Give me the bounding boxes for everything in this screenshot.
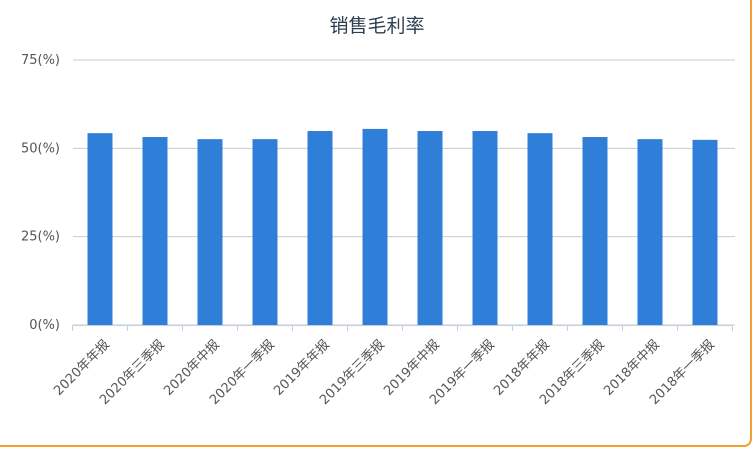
bar xyxy=(87,133,113,325)
bar xyxy=(692,139,718,325)
y-tick-label: 25(%) xyxy=(21,230,60,245)
y-tick-label: 50(%) xyxy=(21,141,60,156)
bar xyxy=(362,128,388,325)
bar xyxy=(637,139,663,325)
bar xyxy=(472,131,498,325)
bar xyxy=(582,137,608,325)
y-tick-label: 75(%) xyxy=(21,53,60,68)
bar xyxy=(197,139,223,325)
chart-title: 销售毛利率 xyxy=(329,15,424,37)
bar xyxy=(142,137,168,325)
y-tick-label: 0(%) xyxy=(29,318,60,333)
bar xyxy=(527,133,553,325)
bar xyxy=(252,139,278,325)
bar xyxy=(417,131,443,325)
bar xyxy=(307,131,333,325)
